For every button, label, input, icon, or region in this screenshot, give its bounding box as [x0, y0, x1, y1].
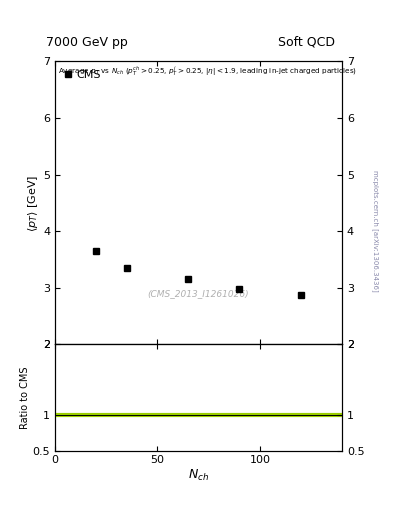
- X-axis label: $N_{ch}$: $N_{ch}$: [188, 468, 209, 483]
- CMS: [299, 291, 303, 297]
- Legend: CMS: CMS: [61, 67, 104, 83]
- Text: (CMS_2013_I1261026): (CMS_2013_I1261026): [148, 289, 249, 298]
- Line: CMS: CMS: [92, 248, 305, 298]
- CMS: [94, 248, 98, 254]
- CMS: [186, 276, 191, 283]
- Y-axis label: $\langle p_T \rangle$ [GeV]: $\langle p_T \rangle$ [GeV]: [26, 175, 40, 231]
- CMS: [125, 265, 129, 271]
- Text: mcplots.cern.ch [arXiv:1306.3436]: mcplots.cern.ch [arXiv:1306.3436]: [372, 169, 379, 291]
- Text: Average $p_T$ vs $N_{ch}$ ($p_T^{ch}>0.25$, $p_T^j>0.25$, $|\eta|<1.9$, leading : Average $p_T$ vs $N_{ch}$ ($p_T^{ch}>0.2…: [58, 65, 357, 78]
- Text: Soft QCD: Soft QCD: [278, 36, 335, 49]
- Text: 7000 GeV pp: 7000 GeV pp: [46, 36, 127, 49]
- CMS: [237, 286, 242, 292]
- Y-axis label: Ratio to CMS: Ratio to CMS: [20, 366, 30, 429]
